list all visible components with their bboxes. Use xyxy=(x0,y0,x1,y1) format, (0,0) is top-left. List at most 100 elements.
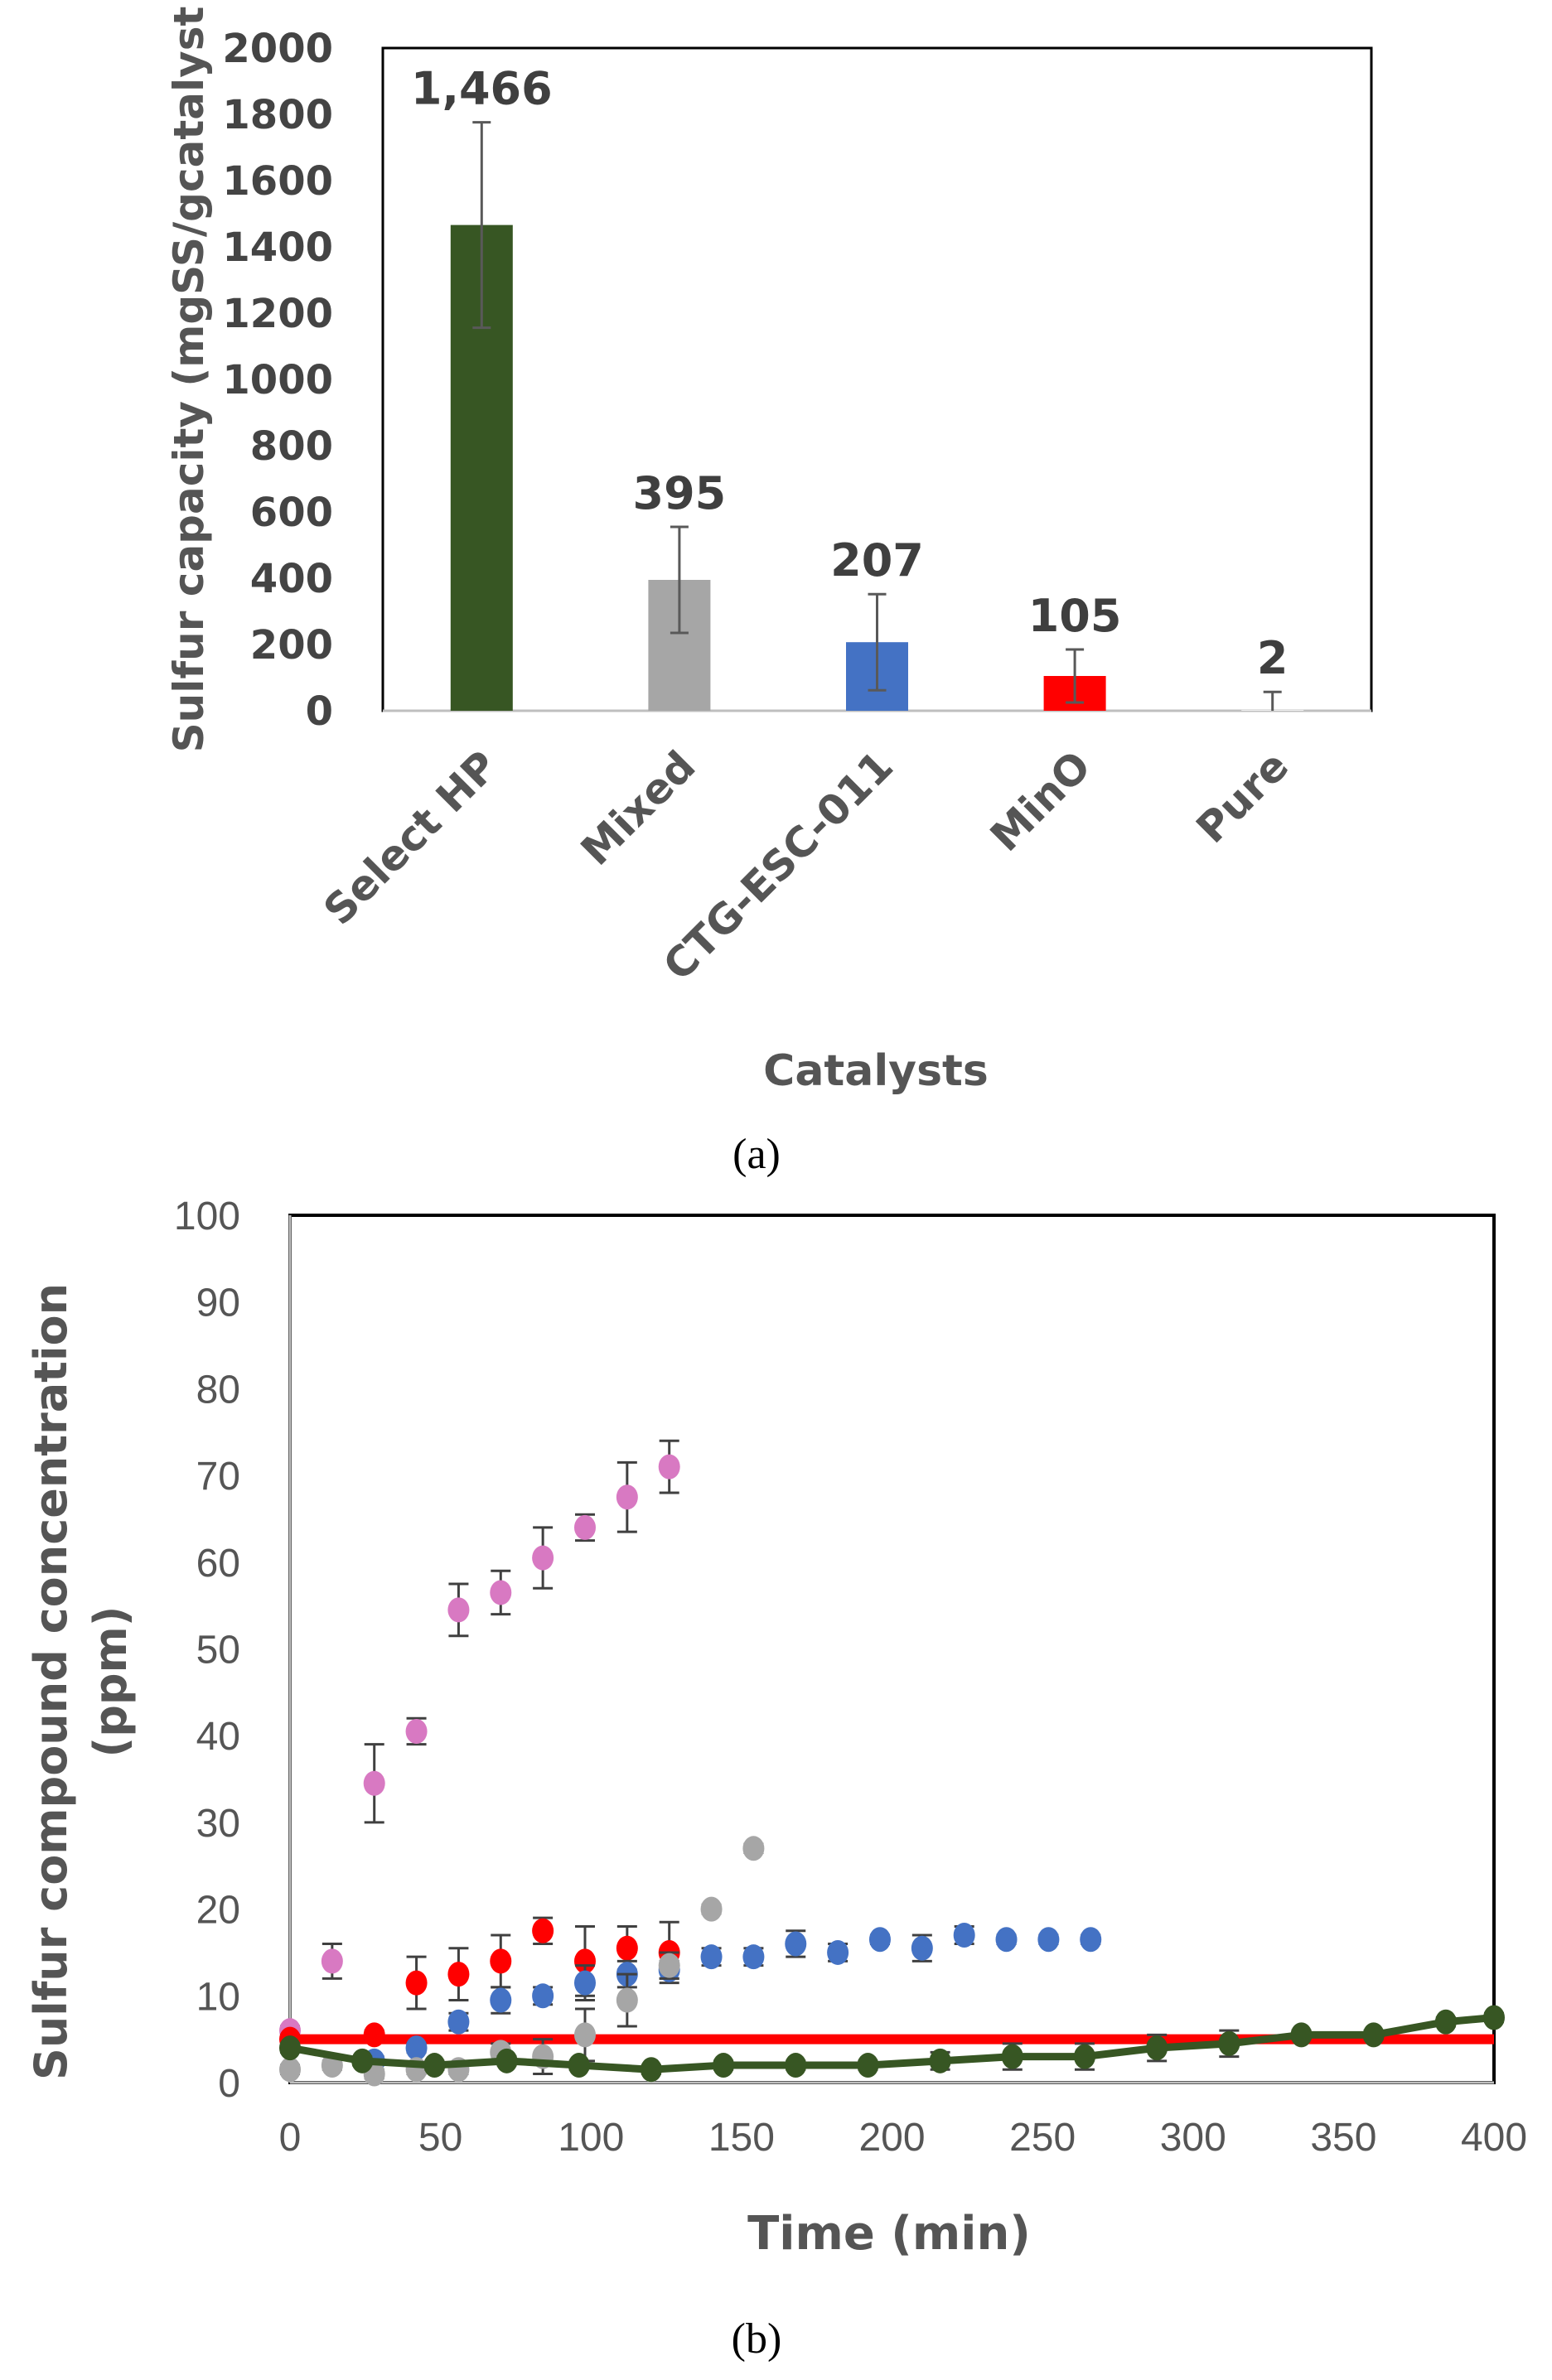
data-point-red xyxy=(363,2022,385,2048)
x-axis-title-b: Time (min) xyxy=(747,2207,1031,2261)
data-point-green xyxy=(1290,2022,1313,2048)
y-tick-label-a: 1200 xyxy=(222,291,333,337)
series-line-green xyxy=(289,2013,1495,2073)
y-tick-label-b: 30 xyxy=(196,1802,240,1846)
data-label: 1,466 xyxy=(411,63,553,115)
scatter-chart-panel-b: 0 10 20 30 40 50 60 70 80 90 100 0 50 100 150 200 250 30… xyxy=(25,1195,1527,2261)
y-axis-title-a: Sulfur capacity (mgSS/gcatalyst xyxy=(165,7,213,753)
y-tick-label-a: 1000 xyxy=(222,357,333,403)
data-point-green xyxy=(1001,2044,1023,2069)
x-tick-label-b: 100 xyxy=(558,2116,624,2160)
data-point-pink xyxy=(616,1484,638,1510)
y-tick-label-a: 600 xyxy=(250,490,333,536)
data-point-blue xyxy=(405,2035,428,2061)
y-tick-label-b: 70 xyxy=(196,1455,240,1499)
category-label: Select HP xyxy=(315,741,507,934)
data-point-blue xyxy=(573,1970,596,1996)
data-point-red xyxy=(490,1948,512,1974)
data-point-blue xyxy=(700,1944,723,1970)
y-axis-title-b-line2: (ppm) xyxy=(85,1606,137,1758)
category-label: MinO xyxy=(981,741,1100,861)
x-tick-label-b: 400 xyxy=(1461,2116,1527,2160)
data-point-green xyxy=(1218,2030,1240,2056)
y-tick-label-b: 100 xyxy=(174,1195,240,1238)
x-tick-label-b: 350 xyxy=(1310,2116,1376,2160)
category-label: Mixed xyxy=(572,741,704,874)
data-point-blue xyxy=(911,1935,933,1961)
data-point-green xyxy=(1483,2005,1505,2030)
y-tick-label-a: 1600 xyxy=(222,158,333,205)
error-bar xyxy=(670,525,689,635)
data-point-pink xyxy=(321,1948,343,1974)
series-blue xyxy=(363,1923,1102,2073)
y-tick-label-a: 200 xyxy=(250,622,333,669)
x-tick-label-b: 200 xyxy=(858,2116,925,2160)
data-label: 105 xyxy=(1028,590,1122,642)
data-point-blue xyxy=(532,1983,554,2009)
data-point-gray xyxy=(742,1836,765,1861)
data-point-green xyxy=(568,2053,590,2078)
data-point-gray xyxy=(279,2057,301,2083)
plot-frame-b xyxy=(288,1214,1496,2084)
y-tick-labels-a: 0 200 400 600 800 1000 1200 1400 1600 1800 2000 xyxy=(222,26,333,735)
data-point-blue xyxy=(1037,1927,1060,1953)
y-tick-label-a: 2000 xyxy=(222,26,333,72)
y-tick-labels-b: 0 10 20 30 40 50 60 70 80 90 100 xyxy=(174,1195,240,2106)
data-point-pink xyxy=(363,1770,385,1796)
x-axis-title-a: Catalysts xyxy=(763,1046,989,1096)
error-bar xyxy=(472,121,491,330)
series-b xyxy=(279,1439,1505,2087)
data-point-red xyxy=(447,1962,470,1987)
data-point-gray xyxy=(616,1987,638,2013)
y-tick-label-b: 20 xyxy=(196,1889,240,1933)
data-point-pink xyxy=(490,1580,512,1605)
data-point-green xyxy=(1073,2044,1095,2069)
data-point-green xyxy=(1434,2009,1457,2035)
data-point-red xyxy=(616,1935,638,1961)
y-tick-label-b: 60 xyxy=(196,1542,240,1586)
x-tick-label-b: 250 xyxy=(1009,2116,1076,2160)
panel-label-b: (b) xyxy=(732,2315,782,2363)
error-bar xyxy=(1263,690,1282,711)
x-tick-label-b: 0 xyxy=(279,2116,302,2160)
data-labels-a: 1,466 395 207 105 2 xyxy=(411,63,1288,685)
x-tick-labels-b: 0 50 100 150 200 250 300 350 400 xyxy=(279,2116,1527,2160)
data-point-green xyxy=(713,2053,735,2078)
data-point-gray xyxy=(573,2022,596,2048)
data-point-red xyxy=(532,1918,554,1943)
data-point-pink xyxy=(447,1597,470,1623)
data-point-green xyxy=(1362,2022,1385,2048)
error-bar xyxy=(868,592,887,692)
y-tick-label-a: 800 xyxy=(250,423,333,470)
data-point-blue xyxy=(995,1927,1018,1953)
series-gray xyxy=(279,1836,765,2087)
data-point-green xyxy=(640,2057,662,2083)
series-green xyxy=(279,2005,1505,2083)
y-tick-label-a: 400 xyxy=(250,556,333,602)
series-red xyxy=(279,1916,680,2052)
data-point-gray xyxy=(700,1896,723,1922)
bar-chart-panel-a: 0 200 400 600 800 1000 1200 1400 1600 1800 2000 1,… xyxy=(165,7,1373,1096)
data-point-red xyxy=(405,1970,428,1996)
data-point-gray xyxy=(658,1953,680,1978)
data-point-green xyxy=(496,2048,518,2073)
x-tick-label-b: 50 xyxy=(418,2116,462,2160)
data-point-green xyxy=(857,2053,879,2078)
data-label: 207 xyxy=(830,534,924,587)
data-point-blue xyxy=(827,1939,849,1965)
data-point-pink xyxy=(532,1545,554,1571)
panel-label-a: (a) xyxy=(732,1131,781,1178)
data-point-green xyxy=(351,2048,374,2073)
data-point-blue xyxy=(1080,1927,1102,1953)
data-point-green xyxy=(423,2053,446,2078)
data-label: 2 xyxy=(1257,632,1288,684)
data-point-blue xyxy=(953,1923,975,1948)
y-tick-label-b: 80 xyxy=(196,1368,240,1412)
data-point-red xyxy=(573,1948,596,1974)
y-tick-label-b: 50 xyxy=(196,1629,240,1673)
y-tick-label-b: 0 xyxy=(218,2062,240,2106)
data-point-pink xyxy=(573,1514,596,1540)
y-tick-label-b: 90 xyxy=(196,1282,240,1325)
